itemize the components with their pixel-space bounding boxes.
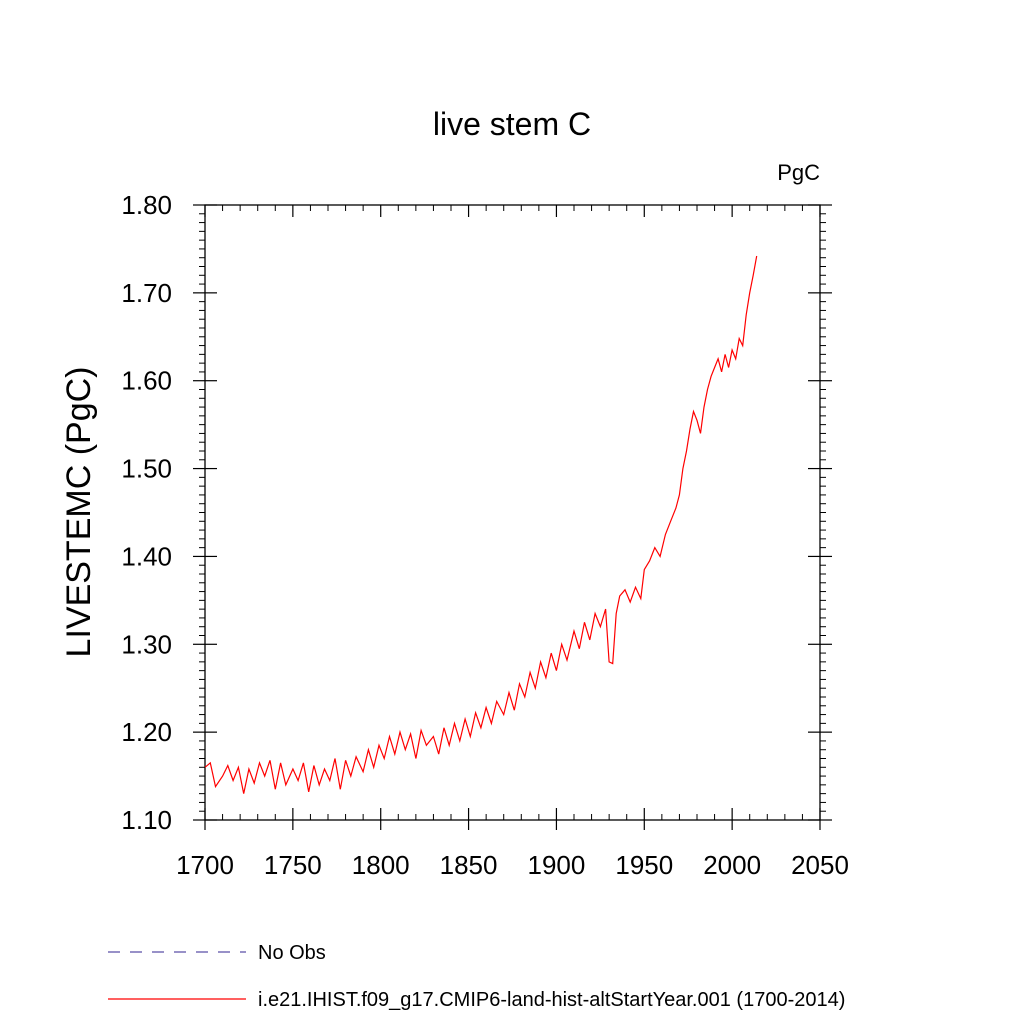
y-tick-label: 1.10 (121, 805, 172, 835)
plot-frame (204, 204, 821, 821)
x-tick-label: 1900 (528, 850, 586, 880)
y-tick-label: 1.60 (121, 366, 172, 396)
x-tick-label: 1700 (176, 850, 234, 880)
y-tick-label: 1.80 (121, 190, 172, 220)
y-tick-label: 1.30 (121, 629, 172, 659)
y-tick-label: 1.40 (121, 541, 172, 571)
chart-title: live stem C (433, 106, 591, 142)
y-tick-label: 1.70 (121, 278, 172, 308)
x-tick-label: 2000 (703, 850, 761, 880)
x-tick-label: 2050 (791, 850, 849, 880)
x-tick-label: 1950 (615, 850, 673, 880)
units-label: PgC (777, 160, 820, 185)
y-tick-label: 1.20 (121, 717, 172, 747)
plot-area: 1700 1750 1800 1850 1900 1950 2000 2050 1.10 1.20… (121, 190, 849, 880)
x-tick-label: 1750 (264, 850, 322, 880)
legend-label-1: i.e21.IHIST.f09_g17.CMIP6-land-hist-altS… (258, 989, 845, 1011)
series-line-1 (204, 255, 758, 794)
legend: No Obs i.e21.IHIST.f09_g17.CMIP6-land-his… (108, 942, 845, 1011)
legend-label-0: No Obs (258, 942, 326, 964)
y-tick-label: 1.50 (121, 454, 172, 484)
x-tick-label: 1850 (440, 850, 498, 880)
y-axis-label: LIVESTEMC (PgC) (60, 367, 98, 658)
x-tick-label: 1800 (352, 850, 410, 880)
